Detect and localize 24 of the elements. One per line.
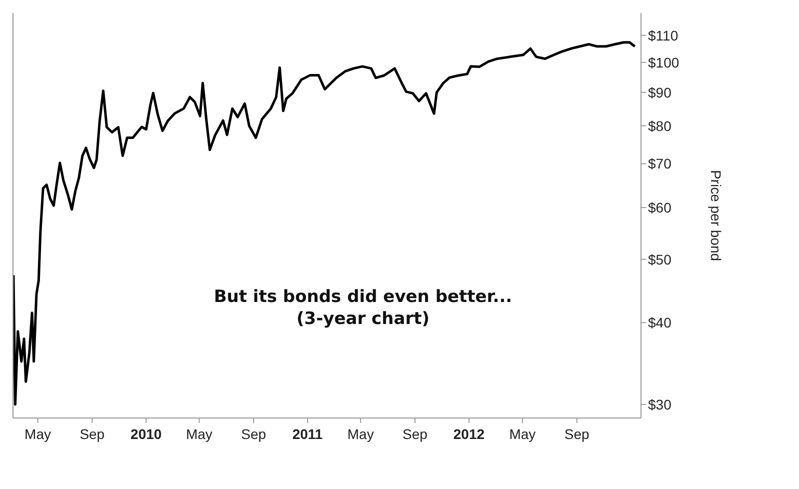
y2-tick-label: $30	[648, 396, 672, 412]
y2-axis-title: Price per bond	[708, 170, 724, 262]
y2-tick-label: $100	[648, 54, 680, 70]
x-tick-label: 2011	[292, 426, 323, 442]
x-tick-label: 2010	[130, 426, 162, 442]
y2-tick-label: $60	[648, 199, 672, 216]
y2-tick-label: $80	[648, 118, 672, 134]
x-tick-label: Sep	[80, 426, 105, 442]
x-tick-label: May	[186, 426, 212, 442]
annotation: But its bonds did even better...	[212, 286, 514, 308]
x-tick-label: Sep	[402, 426, 428, 442]
line-series	[13, 41, 636, 406]
y2-tick-label: $40	[648, 314, 672, 331]
x-tick-label: Sep	[241, 426, 266, 442]
y2-tick-label: $50	[648, 251, 672, 268]
x-tick-label: May	[347, 426, 374, 442]
x-tick-label: May	[509, 426, 536, 442]
x-tick-label: Sep	[564, 426, 590, 442]
y2-tick-label: $90	[648, 84, 672, 100]
x-tick-label: 2012	[453, 426, 485, 442]
y2-tick-label: $110	[648, 27, 678, 44]
annotation: (3-year chart)	[296, 309, 430, 329]
y2-tick-label: $70	[648, 156, 672, 172]
x-tick-label: May	[24, 426, 51, 442]
